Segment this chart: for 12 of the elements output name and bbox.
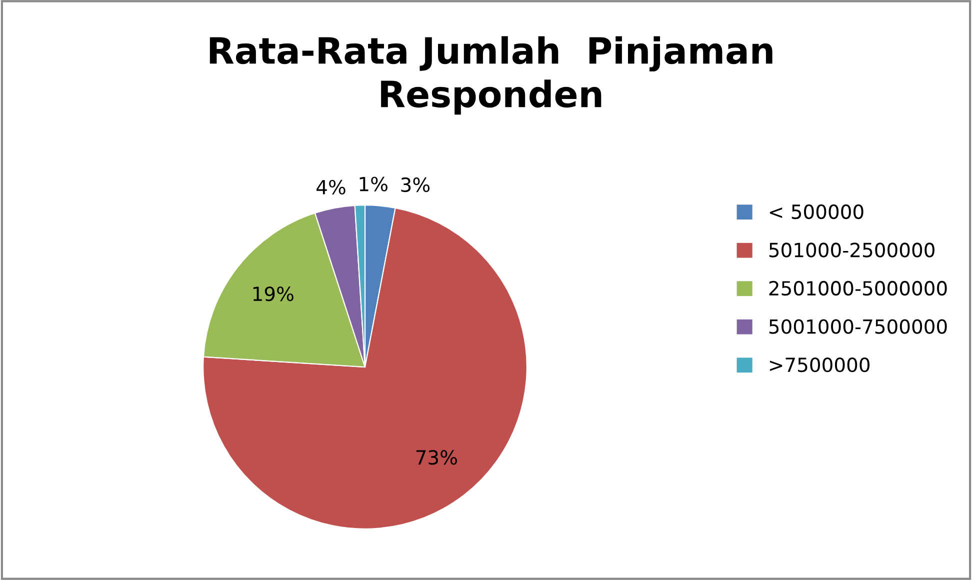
pie-slice (202, 207, 528, 530)
data-label: 73% (416, 450, 457, 465)
chart-title: Rata-Rata Jumlah Pinjaman Responden (210, 36, 772, 115)
data-label: 3% (401, 177, 430, 192)
legend-label: 5001000-7500000 (769, 319, 947, 334)
legend-label: >7500000 (770, 357, 870, 372)
data-label: 4% (316, 180, 346, 195)
legend-label: < 500000 (770, 204, 864, 220)
legend-label: 2501000-5000000 (769, 280, 947, 296)
legend-label: 501000-2500000 (769, 242, 934, 258)
data-label: 1% (360, 176, 388, 192)
data-label: 19% (253, 286, 294, 302)
